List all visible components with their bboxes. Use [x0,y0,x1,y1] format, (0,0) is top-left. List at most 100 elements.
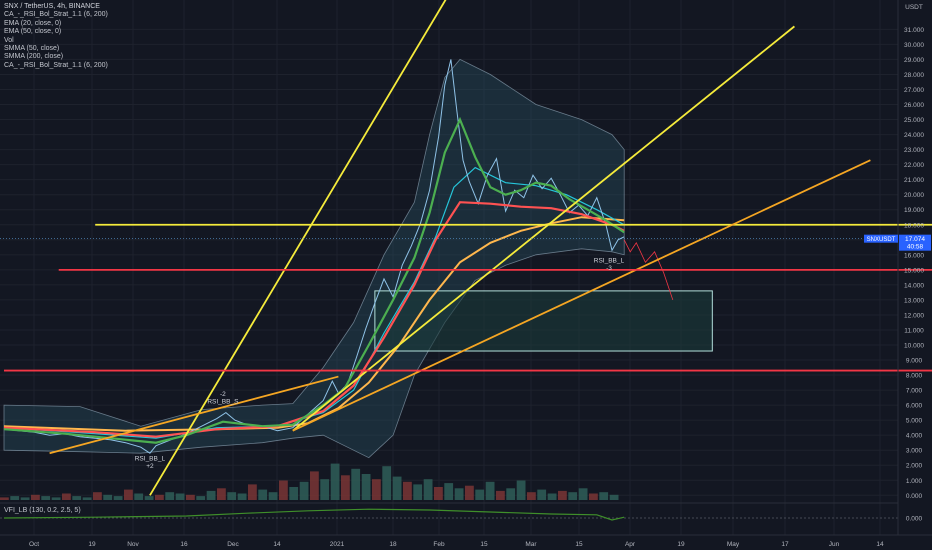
volume-bar [578,488,588,500]
legend-line[interactable]: SMMA (200, close) [4,53,64,61]
volume-bar [41,496,51,500]
price-tick-label: 16.000 [904,252,924,259]
price-axis[interactable]: USDT 31.000 30.000 29.000 28.000 27.000 26.000… [0,0,931,535]
volume-bar [330,463,340,500]
price-tick-label: 6.000 [906,403,923,410]
symbol-tag-label: SNXUSDT [867,237,896,243]
volume-bar [279,480,288,500]
volume-bar [206,490,216,500]
volume-bar [155,494,164,500]
price-tick-label: 13.000 [904,297,924,304]
price-tick-label: 26.000 [904,102,924,109]
time-tick-label: 14 [876,541,884,548]
volume-bar [454,488,464,500]
volume-bar [134,493,144,500]
price-tick-label: 15.000 [904,267,924,274]
volume-bar [589,493,598,500]
price-tick-label: 7.000 [906,388,923,395]
trend-line-orange [292,159,871,432]
volume-bar [558,490,567,500]
bollinger-bands [3,58,625,459]
price-tick-label: 4.000 [906,433,923,440]
price-tick-label: 0.000 [906,493,923,500]
price-tick-label: 11.000 [904,327,924,334]
volume-bar [496,490,505,500]
symbol-title[interactable]: SNX / TetherUS, 4h, BINANCE [4,3,100,10]
vfi-pane [0,502,898,521]
volume-bar [310,471,319,500]
time-tick-label: Nov [127,541,139,548]
signal-label: -3 [606,265,612,272]
legend-line[interactable]: CA_-_RSI_Bol_Strat_1.1 (6, 200) [4,11,108,19]
time-tick-label: Dec [227,541,239,548]
volume-bar [196,496,206,500]
price-tick-label: 14.000 [904,282,924,289]
price-tick-label: 10.000 [904,343,924,350]
volume-bar [62,493,71,500]
volume-bar [527,492,536,500]
price-tick-label: 12.000 [904,312,924,319]
volume-bar [93,492,102,500]
time-tick-label: 2021 [330,541,345,548]
target-zone [374,290,713,352]
volume-bar [361,474,371,500]
volume-bar [320,479,330,500]
price-tick-label: 28.000 [904,72,924,79]
legend-line[interactable]: EMA (20, close, 0) [4,19,62,27]
volume-bar [103,494,113,500]
volume-bar [217,488,226,500]
price-tick-label: 3.000 [906,448,923,455]
signal-label: -2 [220,391,226,398]
signal-label: RSI_BB_L [594,257,625,264]
currency-label: USDT [905,4,923,11]
signal-label: +2 [146,463,154,470]
volume-bar [403,481,412,500]
price-tick-label: 25.000 [904,117,924,124]
price-tick-label: 20.000 [904,192,924,199]
time-tick-label: 15 [575,541,583,548]
volume-bar [341,475,350,500]
time-tick-label: 15 [480,541,488,548]
price-tick-label: 2.000 [906,463,923,470]
volume-bar [72,496,82,500]
volume-bar [124,489,133,500]
volume-bar [599,492,609,500]
bollinger-band [3,58,625,459]
volume-bar [51,497,61,500]
price-tag-value: 17.074 [905,236,925,243]
price-tick-label: 9.000 [906,358,923,365]
time-tick-label: Mar [525,541,537,548]
trend-lines[interactable] [4,0,932,496]
volume-bar [568,492,578,500]
legend-line[interactable]: CA_-_RSI_Bol_Strat_1.1 (6, 200) [4,61,108,69]
time-axis[interactable]: Oct 19 Nov 16 Dec 14 2021 18 Feb 15 Mar 15 Apr 19 May 1… [0,534,932,548]
volume-bar [506,488,516,500]
price-tick-label: 21.000 [904,177,924,184]
volume-bar [31,494,40,500]
legend-line[interactable]: SMMA (50, close) [4,45,60,53]
price-tick-label: 22.000 [904,162,924,169]
time-tick-label: 19 [677,541,685,548]
time-tick-label: 14 [273,541,281,548]
volume-bar [144,496,154,500]
volume-bar [434,487,443,500]
volume-bar [10,496,20,500]
legend-line[interactable]: Vol [4,36,14,44]
vfi-tick-label: 0.000 [906,516,923,523]
volume-bar [516,480,526,500]
ema20-line [3,116,625,444]
time-tick-label: 18 [389,541,397,548]
legend-line[interactable]: EMA (50, close, 0) [4,28,62,36]
volume-bar [227,492,237,500]
price-tick-label: 24.000 [904,132,924,139]
volume-bar [547,493,557,500]
volume-bar [485,481,495,500]
volume-bar [82,497,92,500]
volume-bar [20,497,30,500]
volume-bar [351,468,361,500]
price-tick-label: 31.000 [904,27,924,34]
vfi-legend[interactable]: VFI_LB (130, 0.2, 2.5, 5) [4,507,81,514]
volume-bar [0,497,9,500]
